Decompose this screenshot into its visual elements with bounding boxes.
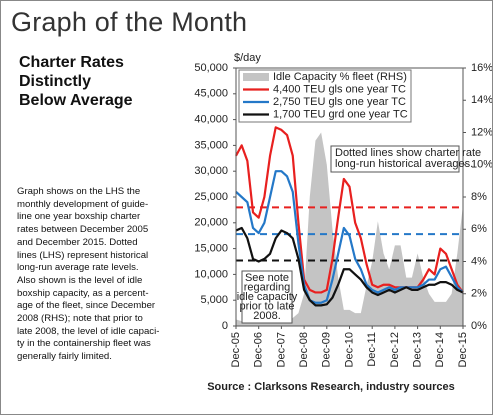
legend-label: Idle Capacity % fleet (RHS) [273,71,407,83]
body-line: and December 2015. Dotted [17,236,138,248]
series-line [235,126,464,294]
y-axis-label: $/day [234,52,261,64]
y-tick-label: 25,000 [194,191,228,203]
annotation-text: long-run historical averages. [335,158,473,170]
body-line: 2008 (RHS); note that prior to [17,313,143,325]
x-tick-label: Dec-14 [434,332,446,367]
annotation-box [330,145,460,173]
body-line: Graph shows on the LHS the [17,186,141,197]
source: Source : Clarksons Research, industry so… [207,381,455,393]
legend-swatch [243,73,269,81]
annotation-text: 2008. [253,310,281,322]
legend-label: 2,750 TEU gls one year TC [273,96,406,108]
body-line: boxship capacity, as a percent- [17,287,149,299]
y-tick-label: 0 [222,320,228,332]
y2-tick-label: 16% [471,62,492,74]
body-line: Also shown is the level of idle [17,274,143,286]
idle-area [236,132,463,326]
y2-tick-label: 8% [471,191,487,203]
plot-frame [235,67,464,327]
annotation-text: Dotted lines show charter rate [335,147,481,159]
y-tick-label: 30,000 [194,165,228,177]
annotation-text: See note [245,272,289,284]
subtitle: Charter Rates Distinctly Below Average [19,54,133,109]
y2-tick-label: 12% [471,126,492,138]
x-tick-label: Dec-15 [457,332,469,367]
x-tick-label: Dec-10 [343,332,355,367]
series-line [235,170,464,304]
body-line: long-run average rate levels. [17,262,139,274]
y2-tick-label: 14% [471,94,492,106]
y-tick-label: 5,000 [200,294,228,306]
x-tick-label: Dec-08 [298,332,310,367]
legend-label: 1,700 TEU grd one year TC [273,108,408,120]
y2-tick-label: 10% [471,159,492,171]
body-line: age of the fleet, since December [17,300,156,312]
y-tick-label: 20,000 [194,217,228,229]
annotation-text: idle capacity [237,291,298,303]
body-line: late 2008, the level of idle capaci- [17,325,160,337]
y2-tick-label: 4% [471,255,487,267]
y2-tick-label: 0% [471,320,487,332]
y-tick-label: 15,000 [194,243,228,255]
y-tick-label: 45,000 [194,88,228,100]
x-tick-label: Dec-06 [253,332,265,367]
series-line [235,226,464,307]
x-tick-label: Dec-07 [275,332,287,367]
legend-label: 4,400 TEU gls one year TC [273,83,406,95]
y2-tick-label: 6% [471,223,487,235]
x-tick-label: Dec-09 [321,332,333,367]
y-tick-label: 50,000 [194,62,228,74]
annotation-text: prior to late [239,300,294,312]
x-tick-label: Dec-13 [412,332,424,367]
annotation-box [241,270,293,324]
body-line: line one year boxship charter [17,211,141,223]
y2-tick-label: 2% [471,288,487,300]
body-line: lines (LHS) represent historical [17,249,149,261]
body-line: ty in the containership fleet was [17,338,151,350]
y-tick-label: 35,000 [194,139,228,151]
page-title: Graph of the Month [11,7,248,37]
y-tick-label: 10,000 [194,268,228,280]
body-line: monthly development of guide- [17,198,149,210]
x-tick-label: Dec-12 [389,332,401,367]
body-line: generally fairly limited. [17,351,112,363]
body-text: Graph shows on the LHS the monthly develo… [17,186,160,364]
x-tick-label: Dec-11 [366,332,378,367]
x-tick-label: Dec-05 [230,332,242,367]
annotation-text: regarding [244,281,290,293]
y-tick-label: 40,000 [194,114,228,126]
body-line: rates between December 2005 [17,224,149,236]
